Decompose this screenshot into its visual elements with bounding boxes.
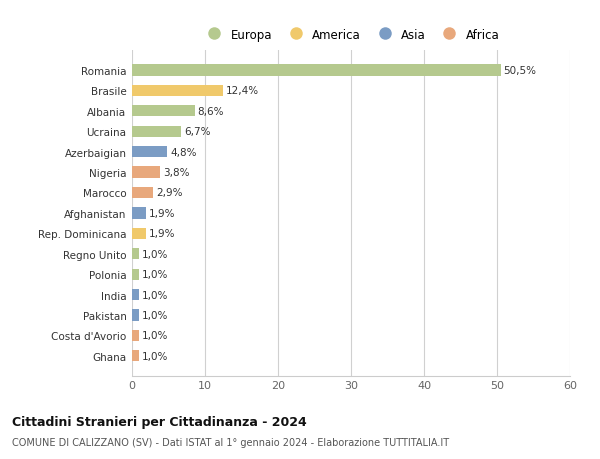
Text: 1,0%: 1,0% <box>142 330 169 341</box>
Bar <box>132 65 500 77</box>
Text: 1,9%: 1,9% <box>149 229 175 239</box>
Bar <box>132 269 139 280</box>
Bar <box>132 289 139 301</box>
Bar <box>132 106 195 117</box>
Text: 1,0%: 1,0% <box>142 351 169 361</box>
Text: 50,5%: 50,5% <box>503 66 536 76</box>
Legend: Europa, America, Asia, Africa: Europa, America, Asia, Africa <box>197 24 505 46</box>
Text: 1,0%: 1,0% <box>142 249 169 259</box>
Text: 4,8%: 4,8% <box>170 147 196 157</box>
Bar <box>132 167 160 178</box>
Bar <box>132 330 139 341</box>
Text: 6,7%: 6,7% <box>184 127 211 137</box>
Bar <box>132 228 146 240</box>
Bar <box>132 187 153 199</box>
Text: 1,0%: 1,0% <box>142 290 169 300</box>
Text: COMUNE DI CALIZZANO (SV) - Dati ISTAT al 1° gennaio 2024 - Elaborazione TUTTITAL: COMUNE DI CALIZZANO (SV) - Dati ISTAT al… <box>12 437 449 447</box>
Bar <box>132 350 139 362</box>
Bar <box>132 208 146 219</box>
Text: 12,4%: 12,4% <box>226 86 259 96</box>
Bar <box>132 249 139 260</box>
Text: 3,8%: 3,8% <box>163 168 189 178</box>
Bar <box>132 126 181 138</box>
Text: 2,9%: 2,9% <box>156 188 182 198</box>
Text: 8,6%: 8,6% <box>198 106 224 117</box>
Bar <box>132 147 167 158</box>
Bar <box>132 86 223 97</box>
Text: 1,9%: 1,9% <box>149 208 175 218</box>
Text: 1,0%: 1,0% <box>142 269 169 280</box>
Bar <box>132 310 139 321</box>
Text: Cittadini Stranieri per Cittadinanza - 2024: Cittadini Stranieri per Cittadinanza - 2… <box>12 415 307 428</box>
Text: 1,0%: 1,0% <box>142 310 169 320</box>
